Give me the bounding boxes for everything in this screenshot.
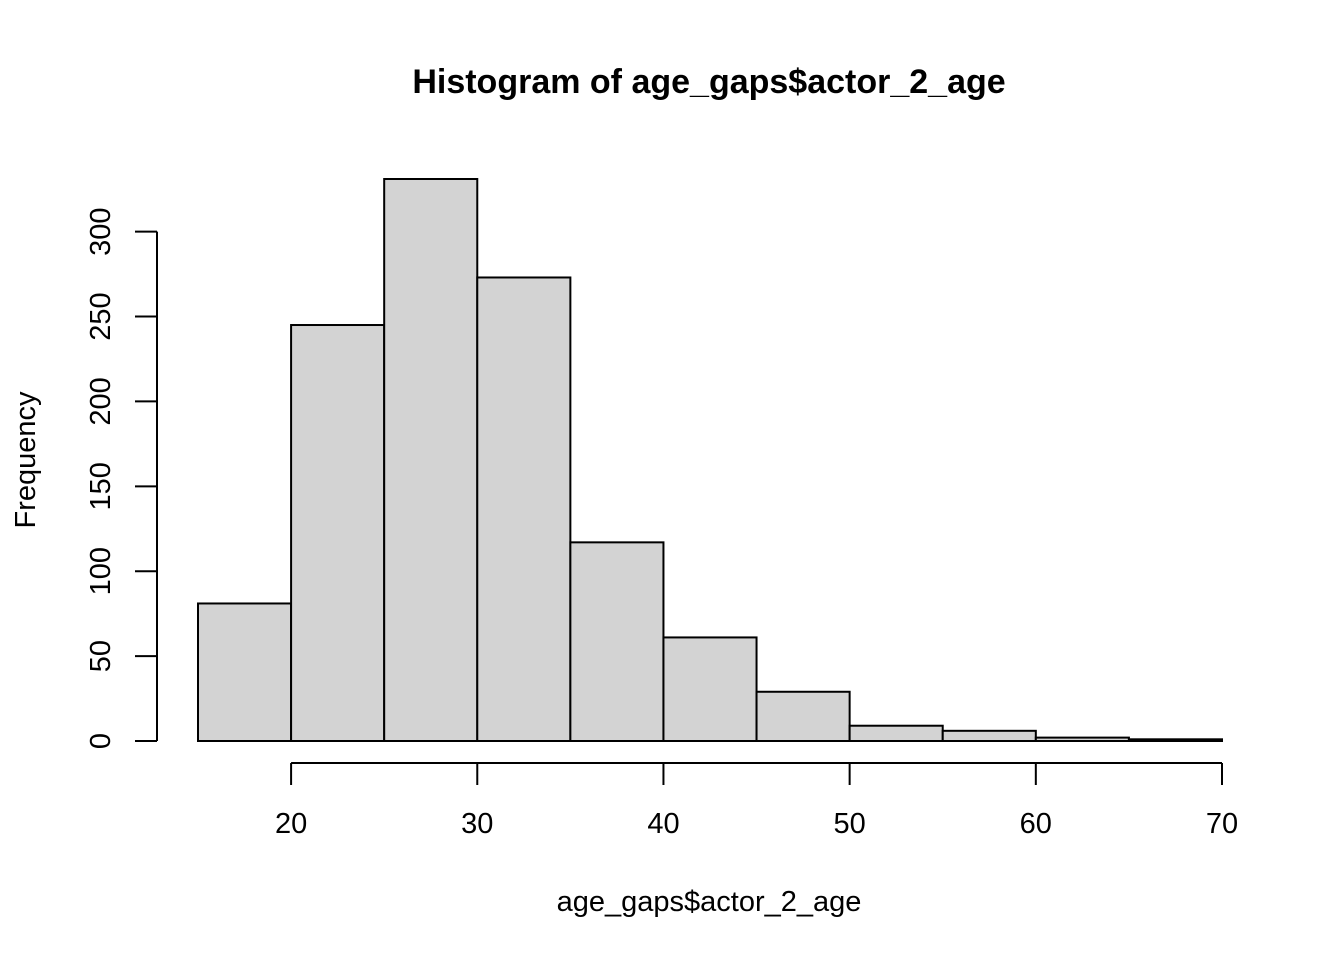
y-tick-label-250: 250 [85, 292, 117, 340]
histogram-bar-9 [1034, 736, 1130, 743]
x-axis-label: age_gaps$actor_2_age [557, 886, 862, 918]
histogram-bar-2 [383, 178, 479, 742]
x-tick-label-50: 50 [834, 808, 866, 840]
chart-title: Histogram of age_gaps$actor_2_age [412, 63, 1005, 101]
x-tick-label-40: 40 [647, 808, 679, 840]
y-tick-label-100: 100 [85, 547, 117, 595]
y-tick-label-50: 50 [85, 640, 117, 672]
histogram-bar-5 [662, 636, 758, 743]
y-axis: 0 50 100 150 200 250 300 [85, 207, 158, 749]
y-axis-label: Frequency [10, 391, 42, 529]
x-tick-label-30: 30 [461, 808, 493, 840]
histogram-bar-4 [569, 541, 665, 742]
histogram-bars [197, 178, 1223, 743]
y-tick-label-0: 0 [85, 733, 117, 749]
x-axis: 20 30 40 50 60 70 [275, 762, 1238, 840]
y-tick-label-150: 150 [85, 462, 117, 510]
x-tick-label-20: 20 [275, 808, 307, 840]
x-tick-label-70: 70 [1206, 808, 1238, 840]
y-tick-label-200: 200 [85, 377, 117, 425]
histogram-bar-7 [848, 724, 944, 743]
histogram-bar-6 [755, 690, 851, 743]
histogram-bar-1 [290, 324, 386, 742]
histogram-bar-10 [1127, 738, 1223, 743]
histogram-bar-3 [476, 276, 572, 742]
y-tick-label-300: 300 [85, 207, 117, 255]
histogram-bar-8 [941, 729, 1037, 742]
histogram-bar-0 [197, 602, 293, 743]
x-tick-label-60: 60 [1020, 808, 1052, 840]
